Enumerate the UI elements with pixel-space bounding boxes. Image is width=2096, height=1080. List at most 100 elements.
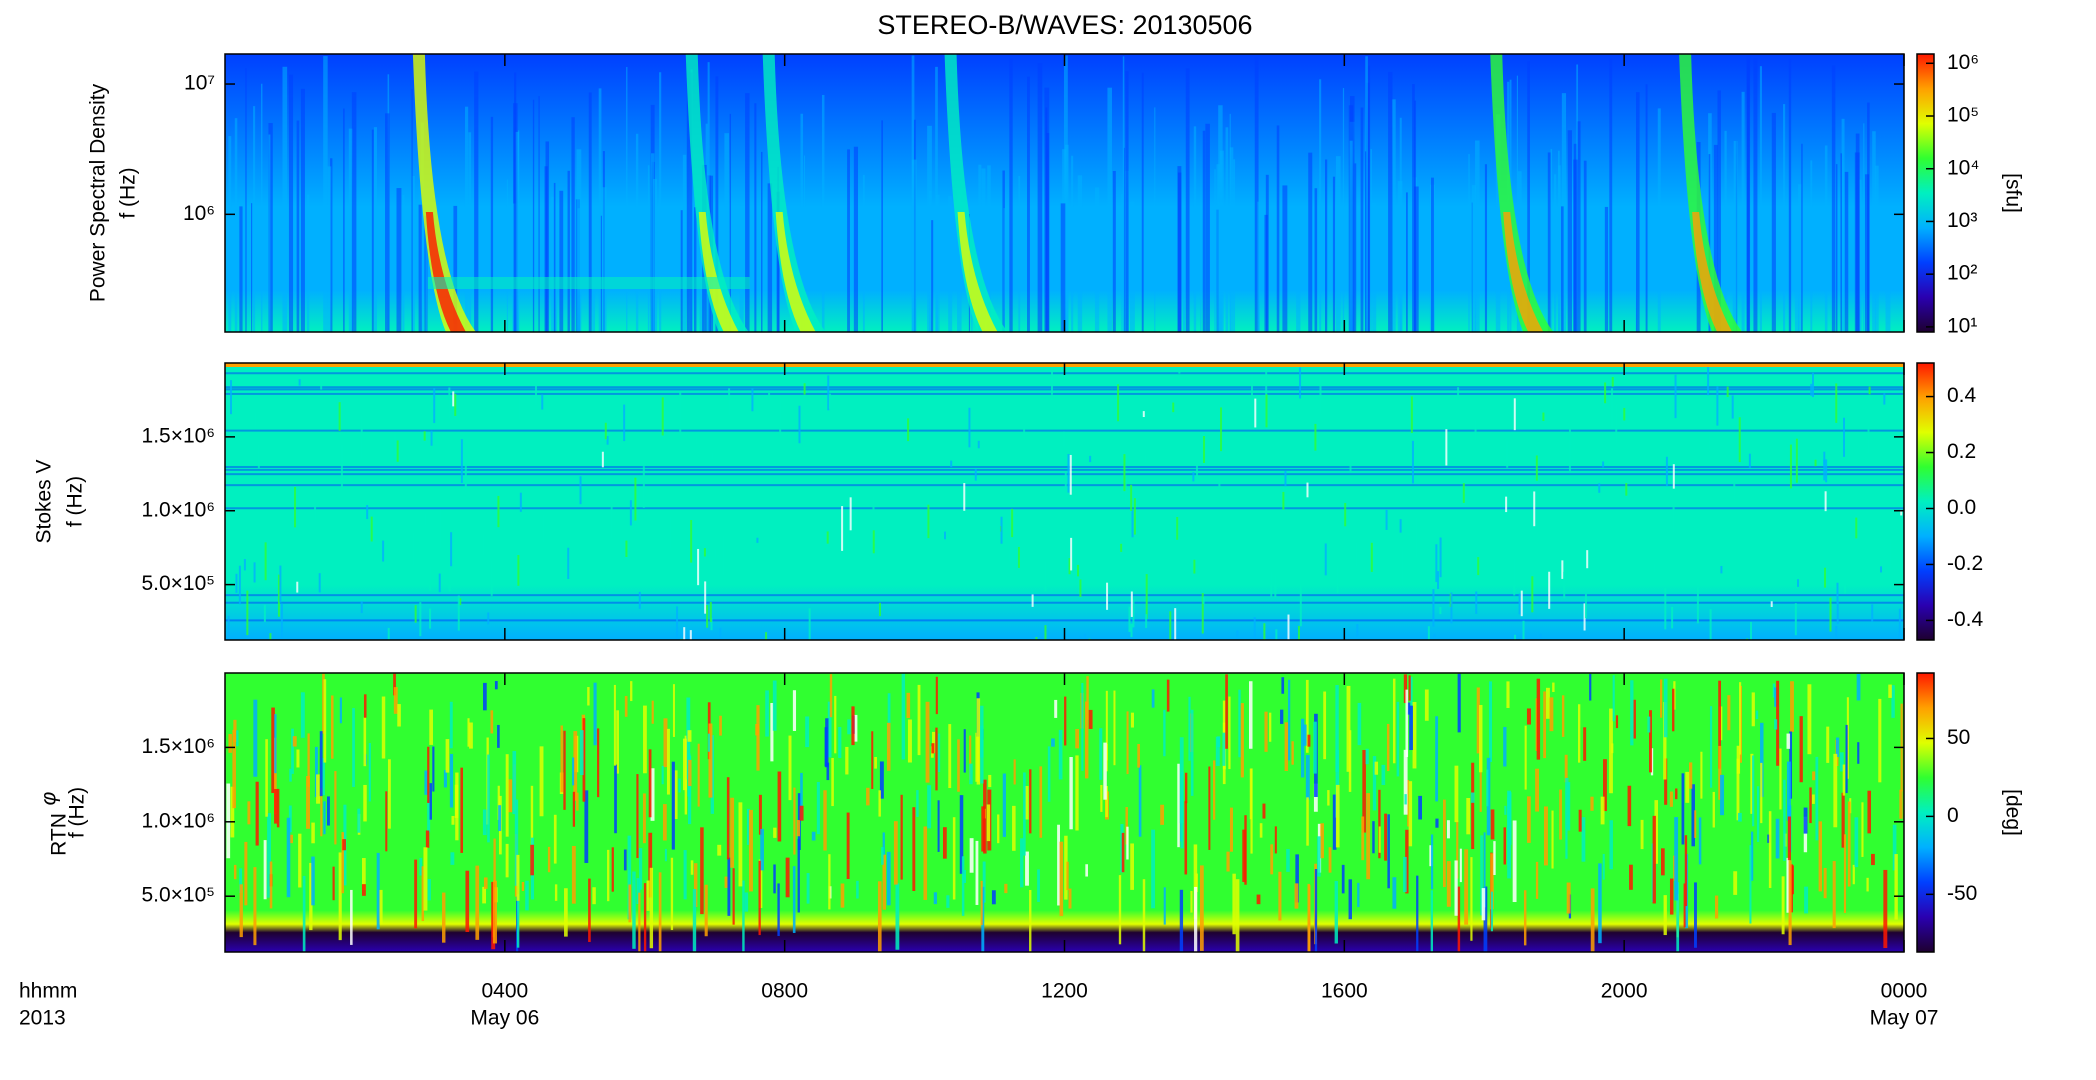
texture	[1483, 886, 1488, 952]
texture	[1898, 608, 1901, 640]
texture	[1700, 751, 1703, 799]
texture	[1831, 65, 1836, 332]
texture	[1748, 453, 1751, 468]
chart-title: STEREO-B/WAVES: 20130506	[877, 10, 1252, 40]
texture	[1088, 709, 1093, 729]
texture	[682, 154, 687, 332]
texture	[1774, 687, 1778, 707]
texture	[846, 812, 850, 879]
texture	[1176, 516, 1179, 540]
texture	[451, 815, 455, 825]
texture	[1547, 152, 1551, 332]
texture	[1609, 58, 1613, 332]
texture	[851, 706, 855, 746]
texture	[1071, 155, 1074, 332]
texture	[1365, 56, 1368, 332]
texture	[1885, 208, 1891, 332]
texture	[1133, 498, 1136, 535]
texture	[1663, 678, 1668, 738]
texture	[257, 444, 260, 469]
texture	[1057, 824, 1060, 906]
texture	[411, 175, 415, 332]
texture	[1378, 789, 1381, 859]
texture	[560, 725, 563, 793]
texture	[1568, 428, 1571, 472]
texture	[1791, 865, 1794, 895]
texture	[722, 535, 725, 576]
texture	[1282, 185, 1288, 332]
y-axis-label: Stokes V	[33, 459, 56, 543]
texture	[267, 813, 272, 898]
texture	[629, 500, 632, 526]
texture	[1779, 748, 1782, 810]
texture	[811, 831, 816, 841]
texture	[1424, 689, 1429, 721]
texture	[1299, 367, 1302, 399]
texture	[1561, 93, 1567, 332]
texture	[1583, 603, 1586, 631]
texture	[1160, 804, 1165, 825]
x-tick-label: 0800	[761, 980, 808, 1003]
texture	[1883, 869, 1888, 949]
texture	[886, 851, 891, 906]
texture	[268, 123, 273, 332]
texture	[703, 548, 706, 557]
texture	[1142, 879, 1146, 952]
texture	[427, 878, 431, 901]
texture	[253, 699, 258, 777]
texture	[1314, 423, 1317, 451]
texture	[683, 627, 686, 640]
texture	[856, 880, 859, 899]
texture	[1185, 68, 1190, 332]
texture	[799, 805, 804, 821]
texture	[459, 598, 462, 606]
texture	[449, 753, 454, 808]
texture	[239, 868, 243, 894]
texture	[225, 429, 1904, 432]
texture	[1314, 188, 1318, 332]
texture	[588, 92, 592, 332]
texture	[1257, 201, 1260, 332]
texture	[912, 807, 916, 892]
texture	[516, 894, 520, 948]
texture	[1002, 773, 1006, 837]
texture	[661, 397, 664, 436]
texture	[744, 892, 749, 912]
y-tick-label: 5.0×10⁵	[141, 572, 215, 595]
texture	[1664, 758, 1668, 805]
texture	[1577, 704, 1581, 763]
texture	[1713, 144, 1718, 332]
texture	[1507, 797, 1510, 866]
texture	[519, 492, 522, 512]
texture	[1727, 695, 1731, 731]
texture	[1560, 206, 1564, 332]
texture	[1523, 890, 1527, 946]
colorbar-tick-label: 0.0	[1947, 496, 1976, 519]
texture	[1815, 756, 1819, 841]
texture	[1017, 546, 1020, 568]
texture	[1446, 820, 1450, 839]
texture	[350, 889, 353, 945]
texture	[387, 627, 390, 640]
texture	[271, 707, 275, 793]
texture	[1306, 797, 1309, 846]
texture	[1483, 832, 1486, 908]
texture	[829, 674, 833, 718]
texture	[1674, 374, 1677, 419]
spectrogram-image	[225, 54, 1904, 332]
texture	[1443, 799, 1446, 888]
texture	[1203, 436, 1206, 463]
texture	[825, 718, 829, 768]
texture	[429, 566, 432, 591]
texture	[1392, 678, 1396, 764]
texture	[1229, 147, 1234, 332]
texture	[1736, 745, 1741, 774]
texture	[927, 785, 932, 829]
texture	[1295, 854, 1299, 903]
texture	[1794, 207, 1800, 332]
texture	[450, 532, 453, 567]
texture	[1305, 755, 1310, 800]
texture	[1364, 151, 1367, 332]
texture	[1783, 779, 1786, 861]
texture	[662, 804, 667, 841]
